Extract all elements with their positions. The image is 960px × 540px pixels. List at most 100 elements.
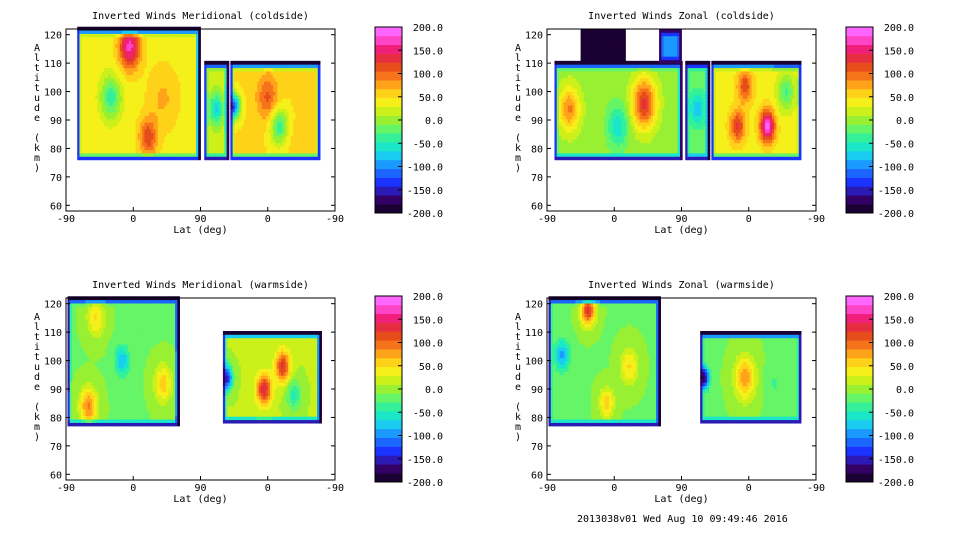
field-cell	[318, 143, 321, 147]
field-cell	[227, 95, 230, 99]
field-cell	[227, 81, 230, 85]
field-cell	[318, 85, 321, 89]
field-cell	[198, 85, 201, 89]
field-cell	[318, 139, 321, 143]
field-cell	[198, 88, 201, 92]
colorbar-swatch	[375, 142, 402, 151]
colorbar-tick-label: -200.0	[407, 209, 443, 220]
field-cell	[318, 156, 321, 160]
field-cell	[198, 61, 201, 65]
colorbar-swatch	[375, 169, 402, 178]
field-cell	[198, 37, 201, 41]
field-cell	[227, 146, 230, 150]
field-cell	[318, 119, 321, 123]
field-cell	[318, 129, 321, 133]
field-cell	[198, 98, 201, 102]
field-cell	[198, 105, 201, 109]
field-cell	[318, 112, 321, 116]
field-cell	[318, 95, 321, 99]
field-cell	[198, 150, 201, 154]
colorbar-tick-label: 150.0	[413, 46, 443, 57]
chart-panel-1: Inverted Winds Meridional (coldside)-90 0…	[34, 11, 443, 236]
field-cell	[318, 81, 321, 85]
field-cell	[318, 75, 321, 79]
field-cell	[227, 156, 230, 160]
field-cell	[198, 54, 201, 58]
field-cell	[198, 68, 201, 72]
field-cell	[318, 68, 321, 72]
colorbar-swatch	[375, 195, 402, 204]
colorbar-tick-label: 50.0	[419, 93, 443, 104]
field-cell	[227, 143, 230, 147]
field-cell	[227, 75, 230, 79]
y-tick-label: 90	[50, 116, 62, 127]
chart-title: Inverted Winds Meridional (coldside)	[92, 11, 309, 22]
field-cell	[198, 75, 201, 79]
field-cell	[318, 126, 321, 130]
field-cell	[318, 64, 321, 68]
field-cell	[318, 98, 321, 102]
field-cell	[318, 71, 321, 75]
field-cell	[227, 139, 230, 143]
field-cell	[227, 88, 230, 92]
field-cell	[198, 47, 201, 51]
field-cell	[198, 109, 201, 113]
x-tick-label: 0	[130, 214, 136, 225]
field-cell	[318, 88, 321, 92]
field-cell	[198, 139, 201, 143]
field-cell	[318, 115, 321, 119]
field-cell	[198, 78, 201, 82]
colorbar-swatch	[375, 54, 402, 63]
field-cell	[198, 44, 201, 48]
field-cell	[227, 102, 230, 106]
field-cell	[318, 146, 321, 150]
colorbar-swatch	[375, 186, 402, 195]
field-cell	[198, 119, 201, 123]
field-cell	[198, 71, 201, 75]
field-cell	[227, 68, 230, 72]
field-cell	[227, 71, 230, 75]
y-tick-label: 110	[44, 59, 62, 70]
colorbar-swatch	[375, 133, 402, 142]
field-cell	[227, 150, 230, 154]
colorbar-swatch	[375, 178, 402, 187]
field-cell	[198, 122, 201, 126]
field-cell	[318, 92, 321, 96]
colorbar-tick-label: -150.0	[407, 186, 443, 197]
colorbar-swatch	[375, 160, 402, 169]
field-cell	[318, 133, 321, 137]
field-cell	[318, 109, 321, 113]
colorbar-swatch	[375, 116, 402, 125]
field-cell	[227, 119, 230, 123]
field-cell	[198, 143, 201, 147]
colorbar: 200.0150.0100.050.00.0-50.0-100.0-150.0-…	[375, 23, 443, 220]
y-axis-label: Altitude (k m)	[34, 43, 40, 174]
x-axis-label: Lat (deg)	[173, 225, 227, 236]
y-tick-label: 120	[44, 31, 62, 42]
colorbar-swatch	[375, 80, 402, 89]
field-cell	[318, 105, 321, 109]
field-cell	[227, 61, 230, 65]
field-cell	[318, 78, 321, 82]
colorbar-tick-label: -100.0	[407, 163, 443, 174]
field-cell	[198, 126, 201, 130]
field-cell	[318, 102, 321, 106]
colorbar-swatch	[375, 98, 402, 107]
field-cell	[227, 92, 230, 96]
field-cell	[198, 156, 201, 160]
x-tick-label: 0	[265, 214, 271, 225]
field-cell	[198, 40, 201, 44]
y-tick-label: 80	[50, 144, 62, 155]
field-cell	[227, 129, 230, 133]
field-cell	[198, 64, 201, 68]
field-cell	[227, 85, 230, 89]
colorbar-swatch	[375, 45, 402, 54]
field-cell	[227, 153, 230, 157]
field-cell	[227, 109, 230, 113]
colorbar-swatch	[375, 36, 402, 45]
field-cell	[318, 150, 321, 154]
colorbar-tick-label: -50.0	[413, 139, 443, 150]
field-cell	[227, 98, 230, 102]
field-cell	[198, 57, 201, 61]
field-cell	[198, 81, 201, 85]
